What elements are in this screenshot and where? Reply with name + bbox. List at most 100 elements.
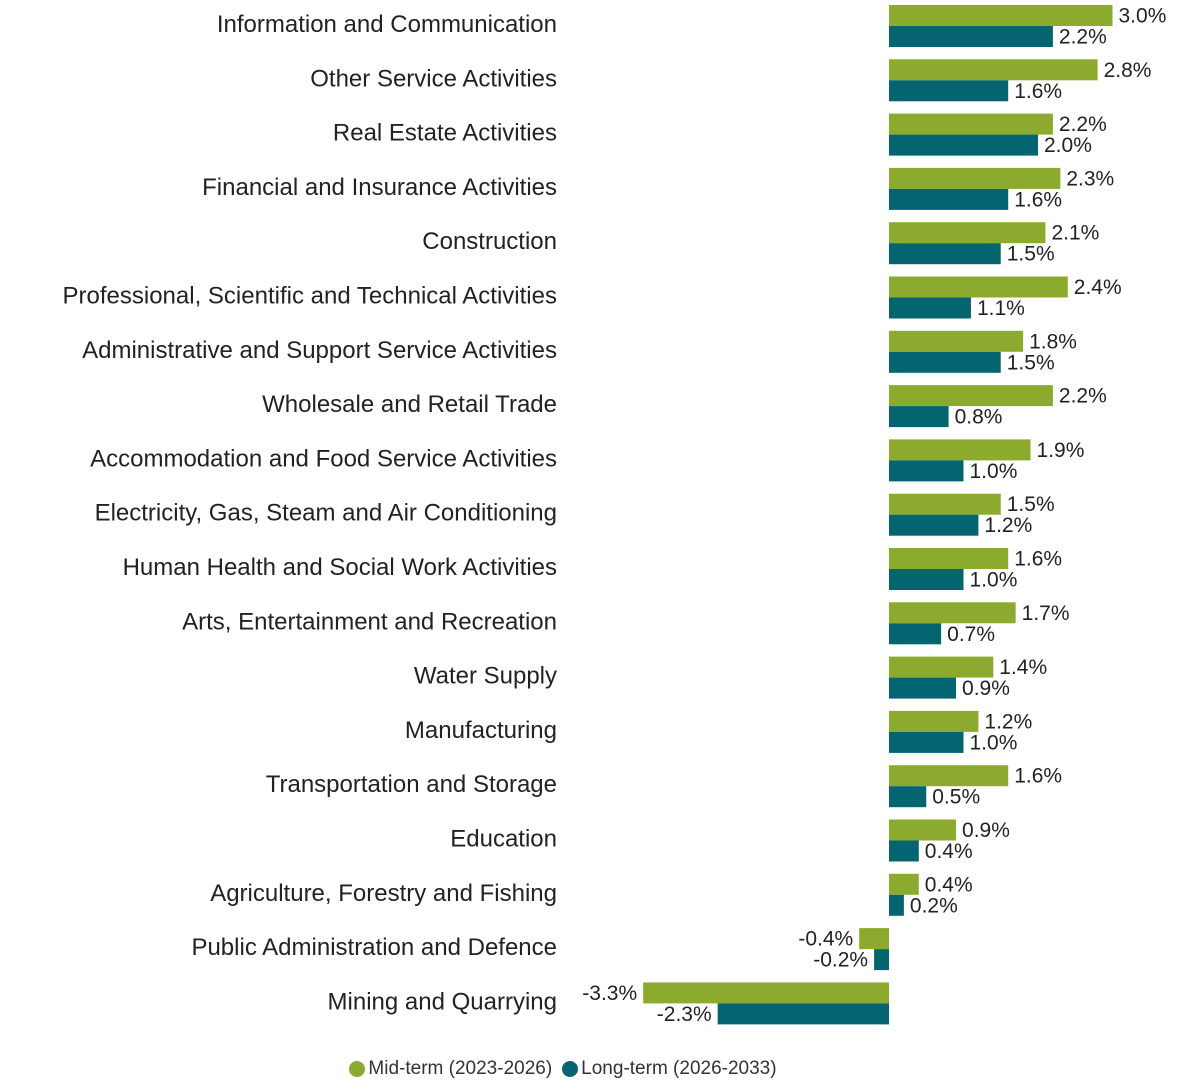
category-label: Financial and Insurance Activities xyxy=(202,174,557,201)
category-label: Professional, Scientific and Technical A… xyxy=(63,283,557,310)
data-label-mid-term: 0.9% xyxy=(962,819,1010,842)
bar-chart: Information and Communication 3.0% 2.2% Oth… xyxy=(63,5,1167,1026)
category-label: Administrative and Support Service Activ… xyxy=(82,337,557,364)
bar-long-term xyxy=(889,677,957,699)
bar-long-term xyxy=(889,297,971,319)
data-label-long-term: 1.6% xyxy=(1014,188,1062,211)
category-label: Electricity, Gas, Steam and Air Conditio… xyxy=(95,500,557,527)
data-label-mid-term: 2.8% xyxy=(1104,59,1152,82)
category-label: Manufacturing xyxy=(405,717,557,744)
data-label-mid-term: 3.0% xyxy=(1119,5,1167,28)
category-label: Accommodation and Food Service Activitie… xyxy=(90,445,557,472)
legend-item-long-term[interactable]: Long-term (2026-2033) xyxy=(562,1058,777,1080)
data-label-mid-term: 2.4% xyxy=(1074,276,1122,299)
category-label: Public Administration and Defence xyxy=(191,934,557,961)
bar-mid-term xyxy=(889,602,1016,624)
data-label-mid-term: -0.4% xyxy=(798,928,853,951)
data-label-long-term: 1.0% xyxy=(970,731,1018,754)
data-label-long-term: 0.8% xyxy=(955,406,1003,429)
category-label: Water Supply xyxy=(414,663,557,690)
data-label-long-term: 0.5% xyxy=(932,786,980,809)
bar-mid-term xyxy=(889,276,1068,298)
data-label-mid-term: 2.3% xyxy=(1066,167,1114,190)
data-label-mid-term: 1.4% xyxy=(999,656,1047,679)
data-label-mid-term: 1.6% xyxy=(1014,765,1062,788)
data-label-mid-term: 1.7% xyxy=(1022,602,1070,625)
bar-long-term xyxy=(874,949,889,971)
bar-long-term xyxy=(889,134,1038,156)
data-label-long-term: 1.5% xyxy=(1007,243,1055,266)
bar-long-term xyxy=(889,406,949,428)
bar-long-term xyxy=(889,623,942,645)
data-label-mid-term: 1.8% xyxy=(1029,330,1077,353)
data-label-long-term: 0.2% xyxy=(910,894,958,917)
bar-long-term xyxy=(889,26,1053,47)
legend-label-long-term: Long-term (2026-2033) xyxy=(581,1058,777,1079)
data-label-long-term: -2.3% xyxy=(657,1003,712,1026)
category-label: Real Estate Activities xyxy=(333,120,557,147)
data-label-long-term: 2.0% xyxy=(1044,134,1092,157)
bar-long-term xyxy=(889,894,904,916)
category-label: Human Health and Social Work Activities xyxy=(123,554,557,581)
bar-long-term xyxy=(889,569,964,590)
data-label-mid-term: 1.9% xyxy=(1037,439,1085,462)
bar-long-term xyxy=(889,243,1001,265)
bar-mid-term xyxy=(889,819,957,841)
bar-mid-term xyxy=(889,113,1053,135)
data-label-mid-term: 0.4% xyxy=(925,873,973,896)
legend-label-mid-term: Mid-term (2023-2026) xyxy=(368,1058,553,1079)
bar-mid-term xyxy=(889,167,1061,189)
category-label: Wholesale and Retail Trade xyxy=(262,391,557,418)
data-label-long-term: 0.4% xyxy=(925,840,973,863)
data-label-long-term: 1.0% xyxy=(970,569,1018,592)
category-label: Education xyxy=(450,826,557,853)
category-label: Agriculture, Forestry and Fishing xyxy=(210,880,557,907)
bar-long-term xyxy=(889,786,927,808)
bar-mid-term xyxy=(859,928,889,950)
data-label-long-term: 1.0% xyxy=(970,460,1018,483)
data-label-mid-term: 1.6% xyxy=(1014,548,1062,571)
data-label-long-term: 1.5% xyxy=(1007,351,1055,374)
data-label-long-term: -0.2% xyxy=(813,949,868,972)
bar-long-term xyxy=(889,514,979,536)
data-label-mid-term: -3.3% xyxy=(582,982,637,1005)
bar-mid-term xyxy=(889,385,1053,407)
data-label-mid-term: 2.1% xyxy=(1051,222,1099,245)
legend-item-mid-term[interactable]: Mid-term (2023-2026) xyxy=(349,1058,552,1080)
data-label-long-term: 1.6% xyxy=(1014,80,1062,103)
category-label: Arts, Entertainment and Recreation xyxy=(182,608,557,635)
bar-mid-term xyxy=(889,493,1001,515)
bar-long-term xyxy=(717,1003,889,1025)
category-label: Transportation and Storage xyxy=(266,771,557,798)
data-label-mid-term: 2.2% xyxy=(1059,385,1107,408)
bar-mid-term xyxy=(889,5,1113,26)
bar-mid-term xyxy=(889,656,994,678)
bar-mid-term xyxy=(889,330,1024,352)
bar-mid-term xyxy=(889,765,1009,787)
bar-mid-term xyxy=(889,873,919,895)
category-label: Information and Communication xyxy=(217,11,557,38)
bar-long-term xyxy=(889,351,1001,373)
bar-long-term xyxy=(889,731,964,753)
data-label-long-term: 1.2% xyxy=(984,514,1032,537)
data-label-long-term: 0.7% xyxy=(947,623,995,646)
data-label-mid-term: 1.5% xyxy=(1007,493,1055,516)
bar-long-term xyxy=(889,80,1009,102)
bar-long-term xyxy=(889,188,1009,210)
bar-mid-term xyxy=(889,222,1046,244)
bar-mid-term xyxy=(889,710,979,732)
bar-mid-term xyxy=(889,548,1009,569)
data-label-long-term: 0.9% xyxy=(962,677,1010,700)
data-label-mid-term: 2.2% xyxy=(1059,113,1107,136)
category-label: Construction xyxy=(422,228,557,255)
bar-mid-term xyxy=(643,982,889,1004)
legend-swatch-mid-term xyxy=(349,1061,366,1077)
category-label: Mining and Quarrying xyxy=(328,988,557,1015)
bar-long-term xyxy=(889,840,919,862)
data-label-long-term: 2.2% xyxy=(1059,26,1107,49)
bar-mid-term xyxy=(889,439,1031,461)
bar-long-term xyxy=(889,460,964,482)
legend: Mid-term (2023-2026) Long-term (2026-203… xyxy=(0,1058,1126,1080)
data-label-long-term: 1.1% xyxy=(977,297,1025,320)
data-label-mid-term: 1.2% xyxy=(984,710,1032,733)
